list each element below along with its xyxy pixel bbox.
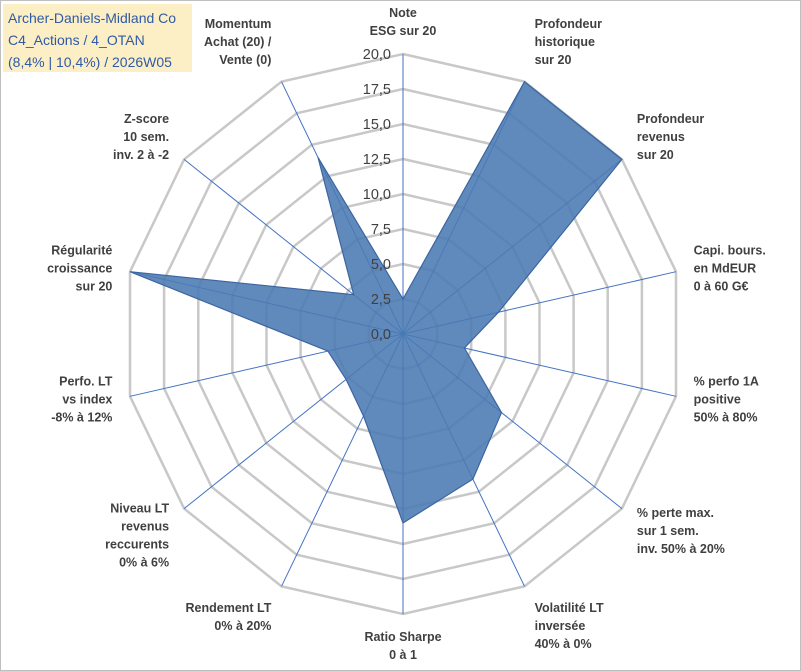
axis-label: Perfo. LT vs index -8% à 12%	[51, 374, 113, 424]
axis-label-line: Profondeur	[535, 17, 602, 31]
axis-label-line: Niveau LT	[110, 501, 169, 515]
axis-labels: Note ESG sur 20 Profondeur historique sur 20…	[47, 6, 766, 662]
tick-label: 2,5	[371, 292, 391, 308]
axis-label-line: Achat (20) /	[204, 35, 272, 49]
axis-label-line: reccurents	[105, 537, 169, 551]
axis-label-line: 0 à 1	[389, 648, 417, 662]
axis-label-line: 50% à 80%	[694, 410, 758, 424]
axis-label-line: Capi. bours.	[694, 244, 766, 258]
tick-label: 15,0	[363, 117, 391, 133]
tick-label: 17,5	[363, 82, 391, 98]
axis-label-line: Perfo. LT	[59, 374, 113, 388]
axis-label-line: Ratio Sharpe	[364, 630, 441, 644]
axis-label-line: % perte max.	[637, 506, 714, 520]
title-line-category: C4_Actions / 4_OTAN	[8, 32, 145, 48]
title-line-company: Archer-Daniels-Midland Co	[8, 10, 177, 26]
axis-label: % perte max. sur 1 sem. inv. 50% à 20%	[637, 506, 725, 556]
tick-label: 5,0	[371, 257, 391, 273]
title-line-stats: (8,4% | 10,4%) / 2026W05	[8, 54, 172, 70]
axis-label-line: 40% à 0%	[535, 637, 592, 651]
axis-label: Niveau LT revenus reccurents 0% à 6%	[105, 501, 169, 569]
axis-label-line: historique	[535, 35, 595, 49]
axis-label-line: en MdEUR	[694, 262, 757, 276]
axis-label-line: revenus	[121, 519, 169, 533]
axis-label-line: Vente (0)	[219, 53, 271, 67]
axis-label-line: inv. 2 à -2	[113, 148, 169, 162]
axis-label-line: 0% à 6%	[119, 555, 169, 569]
axis-label-line: Note	[389, 6, 417, 20]
axis-label-line: Z-score	[124, 112, 169, 126]
tick-label: 20,0	[363, 47, 391, 63]
axis-label-line: revenus	[637, 130, 685, 144]
axis-label: Z-score 10 sem. inv. 2 à -2	[113, 112, 169, 162]
axis-label-line: 0 à 60 G€	[694, 280, 749, 294]
axis-label-line: Volatilité LT	[535, 601, 604, 615]
axis-label-line: vs index	[62, 392, 112, 406]
chart-title-box: Archer-Daniels-Midland Co C4_Actions / 4…	[3, 4, 192, 72]
axis-label-line: sur 20	[76, 280, 113, 294]
axis-label-line: Profondeur	[637, 112, 704, 126]
axis-label-line: % perfo 1A	[694, 374, 759, 388]
series-area	[129, 80, 623, 524]
tick-label: 10,0	[363, 187, 391, 203]
axis-label: Note ESG sur 20	[370, 6, 437, 38]
axis-label-line: sur 20	[637, 148, 674, 162]
axis-label-line: sur 20	[535, 53, 572, 67]
axis-label-line: Momentum	[205, 17, 272, 31]
axis-label: Capi. bours. en MdEUR 0 à 60 G€	[694, 244, 766, 294]
axis-label-line: positive	[694, 392, 741, 406]
axis-label-line: inv. 50% à 20%	[637, 542, 725, 556]
axis-label-line: 0% à 20%	[214, 619, 271, 633]
radial-tick-labels: 0,0 2,5 5,0 7,5 10,0 12,5 15,0 17,5 20,0	[363, 47, 391, 343]
axis-label-line: croissance	[47, 262, 112, 276]
axis-label-line: -8% à 12%	[51, 410, 112, 424]
axis-label-line: ESG sur 20	[370, 24, 437, 38]
axis-label: Rendement LT 0% à 20%	[186, 601, 272, 633]
axis-label: Profondeur historique sur 20	[535, 17, 602, 67]
tick-label: 12,5	[363, 152, 391, 168]
axis-label: Ratio Sharpe 0 à 1	[364, 630, 441, 662]
axis-label-line: 10 sem.	[123, 130, 169, 144]
axis-label: Volatilité LT inversée 40% à 0%	[535, 601, 604, 651]
axis-label-line: Rendement LT	[186, 601, 272, 615]
tick-label: 7,5	[371, 222, 391, 238]
axis-label-line: inversée	[535, 619, 586, 633]
radar-series	[129, 80, 623, 524]
axis-label-line: sur 1 sem.	[637, 524, 699, 538]
axis-label: Momentum Achat (20) / Vente (0)	[204, 17, 272, 67]
axis-label: % perfo 1A positive 50% à 80%	[694, 374, 759, 424]
axis-label-line: Régularité	[51, 244, 112, 258]
tick-label: 0,0	[371, 327, 391, 343]
axis-label: Profondeur revenus sur 20	[637, 112, 704, 162]
axis-label: Régularité croissance sur 20	[47, 244, 112, 294]
